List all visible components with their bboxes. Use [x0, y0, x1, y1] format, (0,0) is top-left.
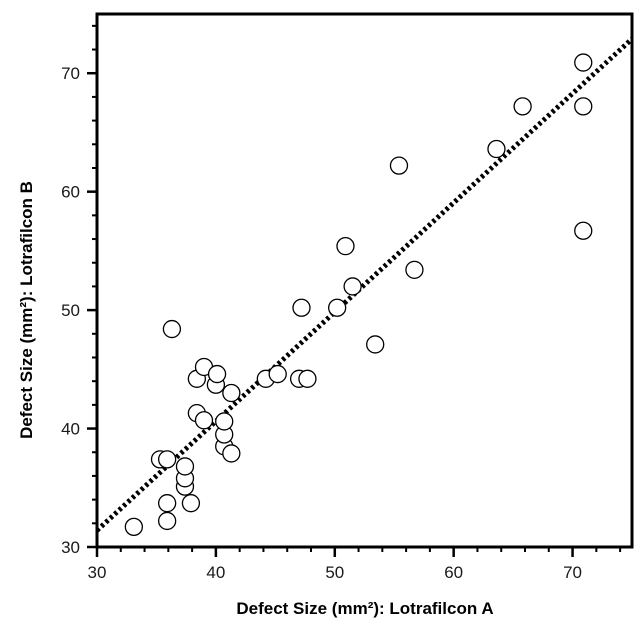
x-tick-label: 50 — [325, 563, 344, 582]
data-point — [574, 221, 593, 240]
x-tick-label: 30 — [88, 563, 107, 582]
x-axis-title: Defect Size (mm²): Lotrafilcon A — [236, 599, 493, 618]
data-point — [268, 364, 287, 384]
fit-line — [95, 37, 634, 533]
data-point — [366, 335, 385, 354]
y-tick-label: 60 — [61, 183, 80, 202]
y-tick-label: 70 — [61, 64, 80, 83]
data-point — [207, 364, 227, 384]
plot-area: 30 40 50 60 70 30 40 50 60 70 — [61, 12, 634, 582]
x-tick-label: 70 — [563, 563, 582, 582]
data-point — [222, 444, 241, 463]
data-point — [222, 383, 241, 403]
data-point — [405, 260, 424, 279]
y-tick-label: 30 — [61, 538, 80, 557]
y-axis-title: Defect Size (mm²): Lotrafilcon B — [17, 181, 36, 439]
data-point — [157, 494, 177, 513]
data-point — [215, 412, 234, 431]
data-point — [157, 511, 177, 531]
data-point — [162, 319, 182, 339]
data-point — [574, 97, 593, 116]
data-point — [124, 517, 144, 537]
plot-frame — [95, 12, 634, 549]
data-point — [298, 369, 317, 388]
data-point — [181, 494, 201, 513]
data-point — [574, 53, 593, 72]
data-point — [292, 298, 311, 317]
x-tick-label: 40 — [206, 563, 225, 582]
data-point — [343, 277, 362, 296]
data-point — [389, 156, 409, 175]
data-point — [513, 97, 532, 116]
data-point — [336, 237, 355, 256]
y-tick-label: 40 — [61, 420, 80, 439]
data-point — [175, 457, 195, 476]
x-tick-label: 60 — [444, 563, 463, 582]
y-tick-label: 50 — [61, 301, 80, 320]
data-point — [487, 139, 506, 159]
data-point — [328, 298, 347, 317]
data-point — [194, 411, 214, 430]
data-point — [157, 450, 177, 469]
